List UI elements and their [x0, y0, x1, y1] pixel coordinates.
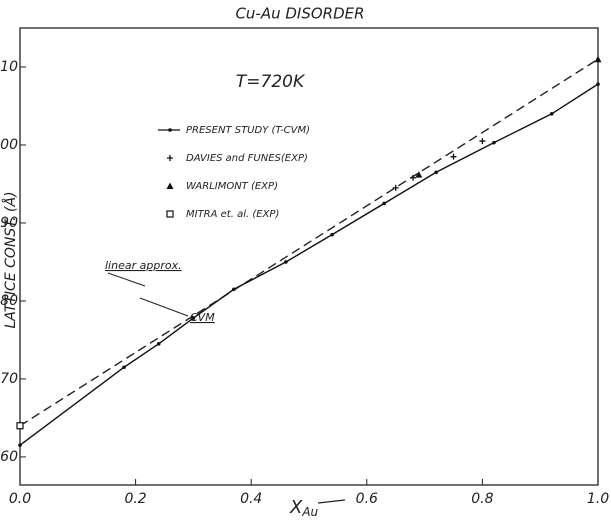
legend-marker — [166, 182, 174, 189]
point — [382, 201, 386, 206]
x-axis-label: XAu — [289, 497, 319, 519]
x-tick-label: 0.8 — [471, 491, 493, 507]
point — [191, 316, 196, 320]
x-tick-label: 1.0 — [587, 491, 609, 507]
legend-label: PRESENT STUDY (T-CVM) — [186, 125, 310, 136]
point — [594, 55, 602, 63]
x-tick-label: 0.0 — [9, 491, 31, 507]
x-tick-label: 0.4 — [240, 491, 262, 507]
y-tick-label: 4.00 — [0, 137, 18, 153]
reference-line — [19, 58, 599, 427]
y-tick-label: 4.10 — [0, 59, 18, 75]
x-tick-label: 0.2 — [124, 491, 146, 507]
legend-label: DAVIES and FUNES(EXP) — [186, 153, 308, 164]
plot-frame — [19, 27, 599, 486]
legend-marker — [166, 210, 174, 218]
point — [122, 365, 126, 370]
y-tick-label: 3.70 — [0, 371, 18, 387]
y-tick-label: 3.80 — [0, 293, 18, 309]
point — [434, 170, 438, 175]
legend-marker — [167, 155, 173, 161]
point — [450, 153, 457, 160]
arrow — [107, 272, 146, 287]
point — [284, 260, 288, 264]
y-tick-label: 3.90 — [0, 215, 18, 231]
chart-title: Cu-Au DISORDER — [235, 5, 364, 23]
x-axis-label-sub: Au — [301, 505, 318, 519]
point — [392, 184, 399, 191]
reference-label: linear approx. — [105, 259, 182, 272]
point — [16, 422, 24, 430]
series-line — [19, 83, 599, 446]
arrow — [317, 499, 346, 504]
legend-marker — [168, 128, 172, 132]
y-tick-label: 3.60 — [0, 449, 18, 465]
point — [232, 287, 236, 292]
annotation: T=720K — [236, 72, 306, 92]
point — [596, 82, 600, 86]
point — [18, 443, 22, 448]
point — [415, 171, 423, 178]
legend-label: MITRA et. al. (EXP) — [186, 209, 279, 220]
point — [156, 342, 161, 346]
x-axis-label-main: X — [289, 497, 303, 518]
arrow — [139, 297, 189, 317]
legend-label: WARLIMONT (EXP) — [186, 181, 278, 192]
x-tick-label: 0.6 — [356, 491, 378, 507]
y-axis-label: LATTICE CONST. (Å) — [2, 191, 19, 328]
point — [549, 111, 554, 116]
curve-label: CVM — [190, 311, 215, 324]
point — [492, 140, 496, 145]
point — [410, 174, 417, 181]
point — [330, 232, 334, 237]
point — [479, 138, 486, 145]
